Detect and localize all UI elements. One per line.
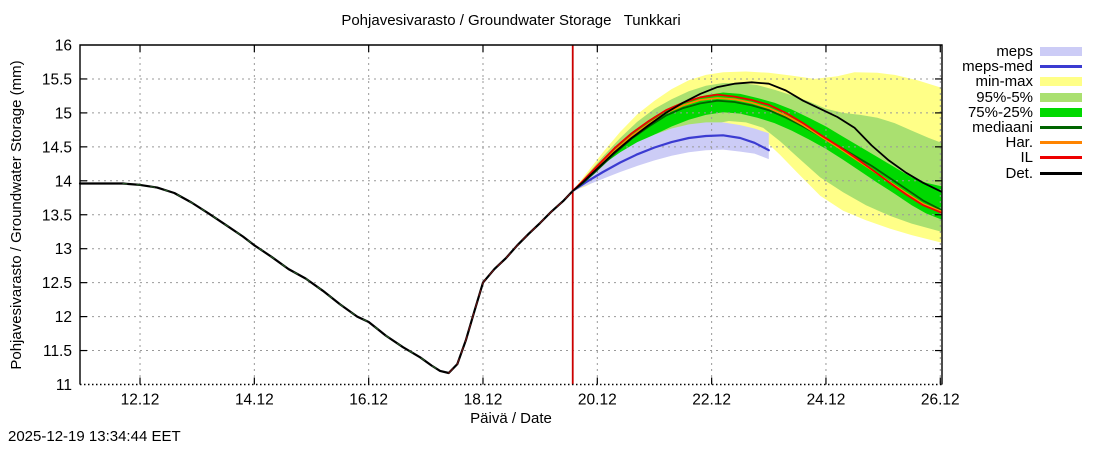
render-timestamp: 2025-12-19 13:34:44 EET: [8, 428, 181, 445]
x-tick-label: 20.12: [578, 392, 617, 409]
y-tick-label: 15.5: [42, 71, 72, 88]
series-history-il-tint: [448, 190, 574, 374]
x-tick-label: 12.12: [121, 392, 160, 409]
legend-label: min-max: [975, 73, 1033, 91]
legend-item-75-25-: 75%-25%: [930, 105, 1090, 120]
legend-label: Det.: [1005, 164, 1033, 182]
series-meps-med: [571, 134, 770, 193]
y-tick-label: 13: [55, 241, 72, 258]
y-axis-label: Pohjavesivarasto / Groundwater Storage (…: [8, 60, 25, 370]
legend-swatch-band: [1040, 107, 1082, 117]
legend-label: Har.: [1005, 134, 1033, 152]
y-tick-label: 14.5: [42, 139, 72, 156]
x-tick-label: 16.12: [349, 392, 388, 409]
x-tick-label: 26.12: [921, 392, 960, 409]
legend-swatch-line: [1040, 171, 1082, 175]
series-il: [571, 93, 943, 214]
legend-label: meps: [996, 43, 1033, 61]
legend-label: IL: [1020, 149, 1033, 167]
legend-swatch-band: [1040, 92, 1082, 102]
legend-label: 75%-25%: [967, 103, 1033, 121]
x-tick-label: 22.12: [692, 392, 731, 409]
series-det-: [571, 81, 943, 193]
x-axis-label: Päivä / Date: [470, 410, 552, 427]
y-tick-label: 14: [55, 173, 73, 190]
legend-item-min-max: min-max: [930, 74, 1090, 89]
y-tick-label: 15: [55, 105, 72, 122]
legend-label: meps-med: [962, 58, 1033, 76]
legend-item-meps: meps: [930, 44, 1090, 59]
y-tick-label: 12.5: [42, 275, 72, 292]
legend-swatch-line: [1040, 126, 1082, 130]
legend-label: mediaani: [972, 119, 1033, 137]
legend-swatch-band: [1040, 77, 1082, 87]
y-tick-label: 11: [56, 377, 72, 394]
y-tick-label: 12: [55, 309, 72, 326]
band-meps: [572, 122, 769, 191]
legend-swatch-line: [1040, 141, 1082, 145]
legend-swatch-line: [1040, 156, 1082, 160]
legend-item-meps-med: meps-med: [930, 59, 1090, 74]
legend-item-det-: Det.: [930, 166, 1090, 181]
x-tick-label: 14.12: [235, 392, 274, 409]
page-title: Pohjavesivarasto / Groundwater Storage T…: [341, 12, 681, 29]
legend-label: 95%-5%: [976, 88, 1033, 106]
legend-item-il: IL: [930, 150, 1090, 165]
band-75-25-: [572, 92, 942, 220]
x-tick-label: 24.12: [807, 392, 846, 409]
series-observed-history: [78, 182, 574, 375]
legend: meps meps-med min-max 95%-5% 75%-25% mediaani…: [930, 44, 1090, 181]
y-tick-label: 13.5: [42, 207, 72, 224]
legend-item-mediaani: mediaani: [930, 120, 1090, 135]
y-tick-label: 16: [55, 38, 72, 55]
y-tick-label: 11.5: [43, 343, 72, 360]
legend-item-har-: Har.: [930, 135, 1090, 150]
legend-item-95-5-: 95%-5%: [930, 90, 1090, 105]
x-tick-label: 18.12: [464, 392, 503, 409]
series-history-mediaani-tint: [122, 183, 441, 372]
legend-swatch-band: [1040, 47, 1082, 57]
legend-swatch-line: [1040, 65, 1082, 69]
